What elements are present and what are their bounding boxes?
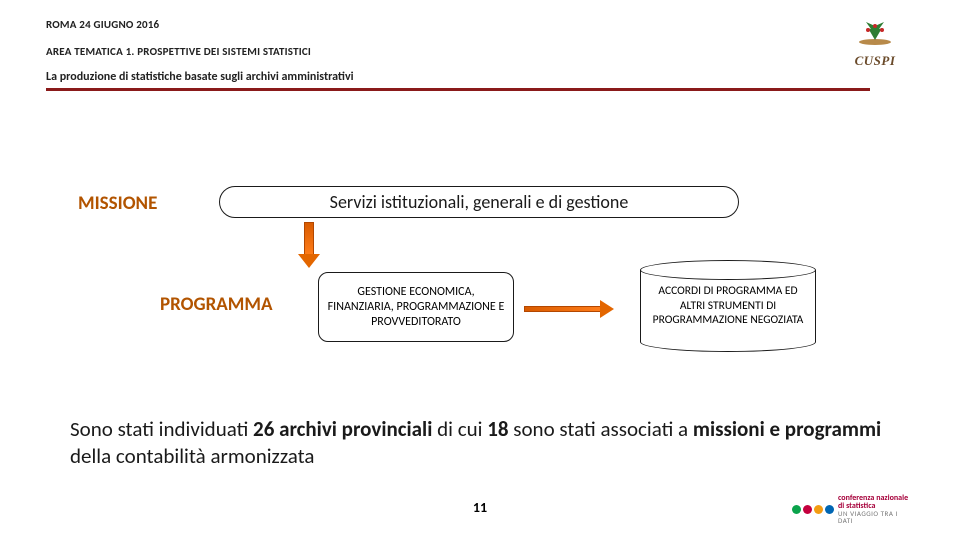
dot-2 [803, 505, 812, 514]
programma-box: GESTIONE ECONOMICA, FINANZIARIA, PROGRAM… [318, 272, 514, 342]
slide: ROMA 24 GIUGNO 2016 AREA TEMATICA 1. PRO… [0, 0, 960, 540]
para-t2: 26 archivi provinciali [253, 416, 437, 442]
footer-line3: UN VIAGGIO TRA I DATI [838, 510, 914, 524]
para-t1: Sono stati individuati [70, 416, 253, 442]
dot-1 [792, 505, 801, 514]
dot-4 [825, 505, 834, 514]
arrow-down-icon [300, 222, 318, 268]
header-theme: AREA TEMATICA 1. PROSPETTIVE DEI SISTEMI… [46, 45, 914, 58]
cuspi-logo: CUSPI [840, 20, 910, 69]
footer-dots-icon [792, 505, 834, 514]
summary-paragraph: Sono stati individuati 26 archivi provin… [70, 416, 890, 470]
para-t3: di cui [437, 416, 487, 442]
footer-conference-logo: conferenza nazionale di statistica UN VI… [792, 494, 914, 526]
missione-box: Servizi istituzionali, generali e di ges… [219, 186, 739, 218]
para-t5: sono stati associati a [513, 416, 693, 442]
programma-label: PROGRAMMA [160, 293, 273, 316]
para-t7: della contabilità armonizzata [70, 443, 314, 469]
cuspi-logo-text: CUSPI [840, 53, 910, 69]
header: ROMA 24 GIUGNO 2016 AREA TEMATICA 1. PRO… [46, 18, 914, 91]
cylinder-text: ACCORDI DI PROGRAMMA ED ALTRI STRUMENTI … [640, 270, 816, 342]
dot-3 [814, 505, 823, 514]
cylinder-archive: ACCORDI DI PROGRAMMA ED ALTRI STRUMENTI … [640, 260, 816, 352]
missione-label: MISSIONE [78, 192, 157, 215]
header-title: La produzione di statistiche basate sugl… [46, 70, 870, 91]
tree-icon [854, 20, 896, 46]
para-t4: 18 [487, 416, 513, 442]
arrow-right-icon [524, 302, 616, 316]
header-date: ROMA 24 GIUGNO 2016 [46, 18, 914, 31]
para-t6: missioni e programmi [693, 416, 881, 442]
